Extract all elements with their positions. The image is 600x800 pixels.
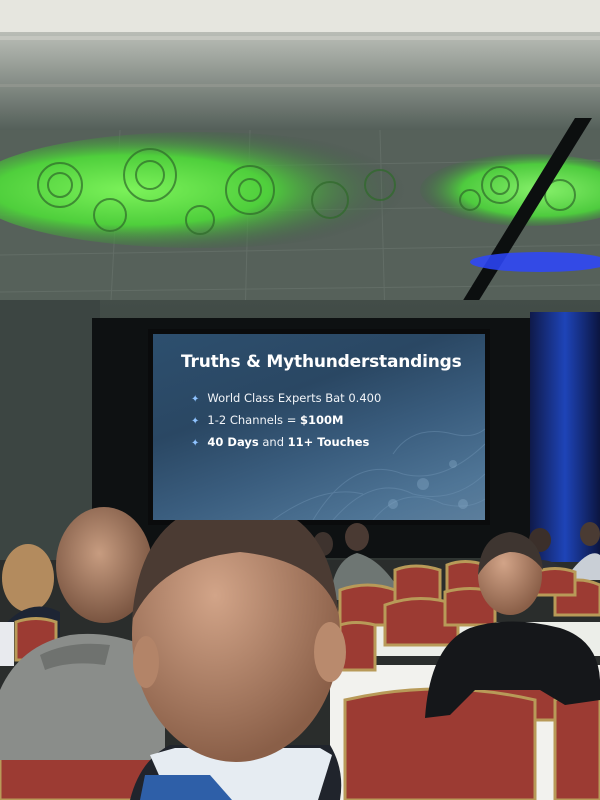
ceiling-green-projection [0, 132, 600, 248]
slide-bullet-3: ✦ 40 Days and 11+ Touches [191, 432, 381, 454]
slide-background-texture [272, 428, 485, 520]
laptop-edge [0, 622, 14, 666]
star-icon: ✦ [191, 394, 200, 405]
blue-curtain [530, 312, 600, 562]
attendee-right [425, 532, 600, 718]
slide-bullet-1: ✦ World Class Experts Bat 0.400 [191, 388, 381, 410]
attendee-bald [0, 507, 165, 760]
projection-screen: Truths & Mythunderstandings ✦ World Class… [153, 334, 485, 520]
slide-bullet-2: ✦ 1-2 Channels = $100M [191, 410, 381, 432]
blue-stage-light [470, 252, 600, 272]
attendee-foreground [130, 500, 346, 800]
star-icon: ✦ [191, 438, 200, 449]
slide-bullet-list: ✦ World Class Experts Bat 0.400 ✦ 1-2 Chan… [191, 388, 381, 454]
star-icon: ✦ [191, 416, 200, 427]
slide-title: Truths & Mythunderstandings [181, 352, 462, 372]
